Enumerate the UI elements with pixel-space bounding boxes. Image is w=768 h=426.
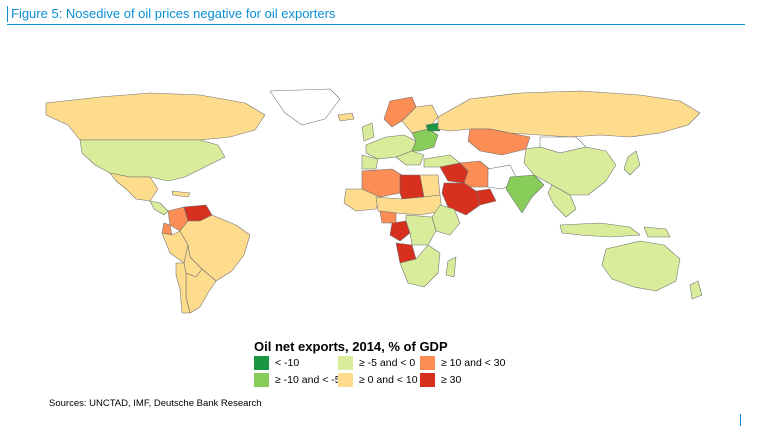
legend-label: ≥ 30	[441, 374, 462, 386]
country-greenland	[269, 88, 341, 126]
legend-item-0-10: ≥ 0 and < 10	[338, 373, 418, 387]
country-mauritania-mali	[343, 188, 381, 212]
legend-label: ≥ -10 and < -5	[275, 374, 341, 386]
country-indonesia	[559, 222, 641, 238]
country-chile	[175, 262, 191, 314]
legend-item-minus5-0: ≥ -5 and < 0	[338, 356, 415, 370]
country-iberia	[361, 154, 379, 170]
country-new-zealand	[689, 280, 703, 300]
legend-item-minus10-minus5: ≥ -10 and < -5	[254, 373, 341, 387]
title-rule	[7, 24, 745, 25]
figure-title: Figure 5: Nosedive of oil prices negativ…	[7, 6, 749, 22]
legend-label: ≥ 0 and < 10	[359, 374, 418, 386]
legend-label: ≥ -5 and < 0	[359, 357, 416, 369]
country-central-africa	[405, 214, 437, 246]
country-madagascar	[445, 256, 457, 278]
country-cuba	[171, 190, 191, 198]
country-oman-uae	[475, 188, 497, 206]
legend-swatch	[420, 373, 435, 387]
country-australia	[601, 240, 681, 292]
country-southern-africa	[399, 244, 441, 288]
country-gabon-congo	[389, 220, 411, 242]
country-papua	[643, 226, 671, 238]
legend-label: ≥ 10 and < 30	[441, 357, 506, 369]
legend-swatch	[338, 356, 353, 370]
country-uk	[361, 122, 375, 142]
legend-item-10-30: ≥ 10 and < 30	[420, 356, 505, 370]
legend-label: < -10	[275, 357, 300, 369]
legend-item-ge30: ≥ 30	[420, 373, 461, 387]
corner-mark	[740, 414, 741, 426]
legend-title: Oil net exports, 2014, % of GDP	[254, 339, 448, 354]
country-nigeria	[379, 210, 397, 224]
country-usa	[79, 139, 226, 182]
legend-swatch	[254, 356, 269, 370]
world-map	[40, 85, 730, 317]
legend-swatch	[420, 356, 435, 370]
legend-swatch	[338, 373, 353, 387]
country-iceland	[337, 112, 355, 122]
country-southeast-asia	[547, 184, 577, 218]
world-map-svg	[45, 88, 703, 314]
sources-note: Sources: UNCTAD, IMF, Deutsche Bank Rese…	[49, 398, 262, 409]
country-italy-balkans	[395, 150, 425, 166]
country-belarus	[425, 122, 441, 132]
country-saudi-arabia	[441, 182, 481, 216]
country-canada	[45, 92, 266, 141]
legend-swatch	[254, 373, 269, 387]
country-india	[505, 174, 545, 214]
legend-item-lt-minus10: < -10	[254, 356, 299, 370]
country-iran	[459, 160, 493, 188]
country-eastern-europe	[411, 128, 439, 152]
country-central-america	[149, 200, 169, 216]
country-japan	[623, 150, 641, 176]
